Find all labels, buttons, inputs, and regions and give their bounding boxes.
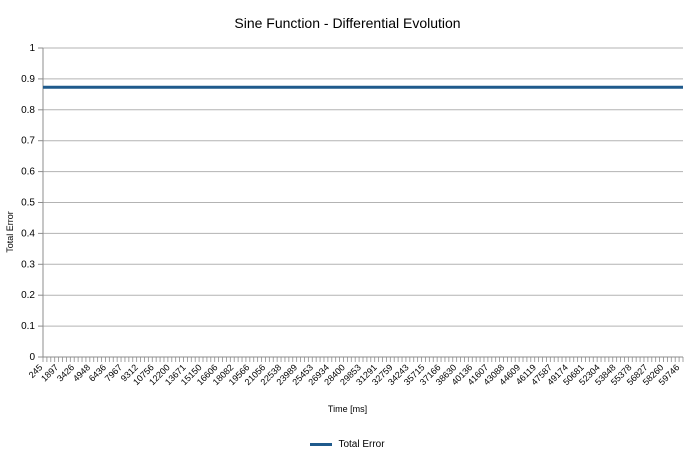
- y-tick-label: 0.1: [21, 321, 35, 332]
- x-tick-label: 3426: [55, 362, 76, 383]
- grid-lines: [42, 47, 683, 358]
- x-tick-label: 7967: [103, 362, 124, 383]
- x-axis-label: Time [ms]: [327, 404, 368, 414]
- x-tick-label: 1897: [39, 362, 60, 383]
- y-axis-ticks: 0 0.1 0.2 0.3 0.4 0.5 0.6 0.7 0.8 0.9 1: [21, 43, 43, 363]
- legend-label: Total Error: [338, 439, 385, 450]
- y-tick-label: 0.2: [21, 290, 35, 301]
- y-tick-label: 0.7: [21, 136, 35, 147]
- y-tick-label: 0.6: [21, 167, 35, 178]
- x-tick-label: 6436: [87, 362, 108, 383]
- x-axis-ticks: 2451897342649486436796793121075612200136…: [27, 357, 684, 387]
- y-tick-label: 0.9: [21, 74, 35, 85]
- y-tick-label: 0.4: [21, 228, 35, 239]
- chart-title: Sine Function - Differential Evolution: [234, 15, 461, 31]
- legend-swatch: [310, 443, 333, 446]
- legend: Total Error: [0, 439, 695, 450]
- x-tick-label: 4948: [71, 362, 92, 383]
- y-tick-label: 0.8: [21, 105, 35, 116]
- y-tick-label: 0.5: [21, 198, 35, 209]
- y-tick-label: 0.3: [21, 259, 35, 270]
- y-tick-label: 1: [29, 43, 35, 54]
- y-tick-label: 0: [29, 352, 35, 363]
